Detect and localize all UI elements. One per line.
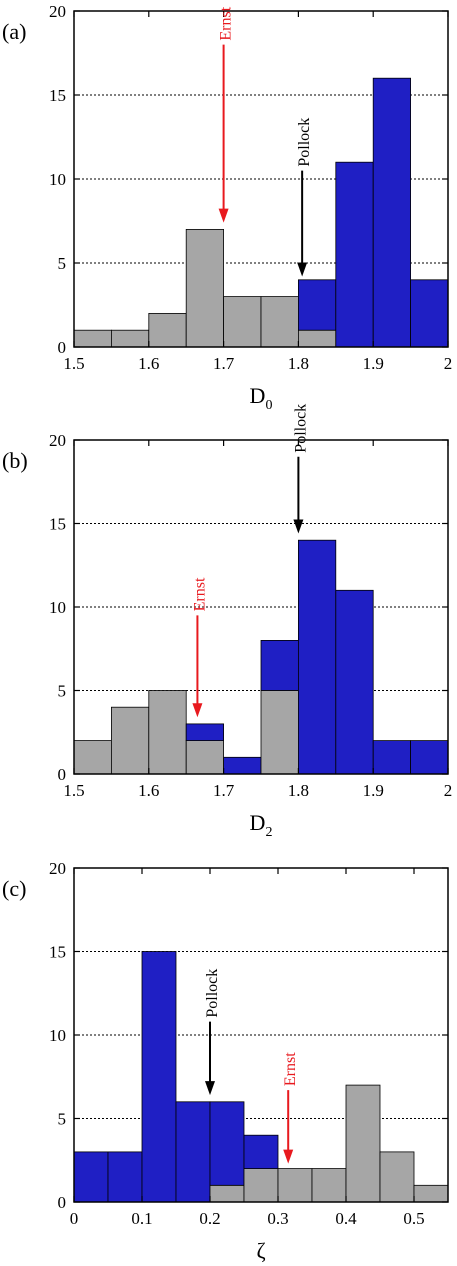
bar-blue [372, 77, 412, 348]
x-tick-label: 1.9 [363, 781, 384, 800]
y-tick-label: 10 [49, 170, 66, 189]
bar-gray [73, 329, 112, 348]
annotation-arrow-head [218, 208, 229, 223]
bar-gray [111, 329, 150, 348]
bar-gray [185, 740, 224, 775]
bar-gray [277, 1168, 313, 1203]
x-axis-label-text: D [250, 810, 266, 835]
bar-gray [297, 329, 337, 348]
annotation-label: Ernst [282, 1052, 299, 1086]
bar-blue [297, 279, 337, 331]
y-tick-label: 0 [58, 765, 67, 784]
bar-gray [73, 740, 112, 775]
x-tick-label: 1.5 [63, 781, 84, 800]
panel-label: (b) [2, 448, 28, 473]
bar-gray [223, 296, 262, 348]
x-axis-label-text: ζ [256, 1238, 265, 1263]
bar-gray [311, 1168, 347, 1203]
histogram-panel: 0 5 10 15 20 0 0.1 0.2 0.3 0.4 0.5 (c) ζ Pollock Ernst [2, 859, 449, 1263]
bar-blue [141, 951, 177, 1203]
bar-gray [260, 690, 299, 775]
y-tick-label: 5 [58, 682, 67, 701]
y-tick-label: 5 [58, 1110, 67, 1129]
annotation-label: Pollock [204, 969, 221, 1018]
x-tick-label: 1.7 [213, 781, 235, 800]
bar-blue [410, 740, 449, 775]
bar-blue [372, 740, 412, 775]
annotation-arrow-head [283, 1149, 294, 1164]
bar-blue [223, 756, 262, 775]
x-axis-label-subscript: 0 [265, 398, 272, 413]
x-tick-label: 1.6 [138, 781, 159, 800]
bar-gray [379, 1151, 415, 1203]
x-tick-label: 0.5 [403, 1209, 424, 1228]
annotation-arrow-head [205, 1081, 215, 1096]
bar-blue [410, 279, 449, 348]
bar-gray [260, 296, 299, 348]
x-tick-label: 2 [444, 354, 453, 373]
annotation-arrow-head [297, 262, 308, 277]
annotation-label: Ernst [191, 577, 208, 611]
y-tick-label: 20 [49, 431, 66, 450]
bar-gray [243, 1168, 279, 1203]
annotation-arrow-head [192, 703, 203, 718]
x-axis-label: ζ [256, 1238, 265, 1263]
bar-blue [107, 1151, 143, 1203]
x-tick-label: 1.8 [288, 354, 309, 373]
y-tick-label: 0 [58, 338, 67, 357]
bar-blue [209, 1101, 245, 1186]
bar-blue [335, 161, 374, 348]
y-tick-label: 5 [58, 254, 67, 273]
annotation-label: Pollock [296, 118, 313, 167]
x-tick-label: 0 [70, 1209, 79, 1228]
x-tick-label: 1.6 [138, 354, 159, 373]
x-tick-label: 0.3 [267, 1209, 288, 1228]
x-tick-label: 0.4 [335, 1209, 357, 1228]
bar-gray [345, 1084, 381, 1203]
panel-label: (a) [2, 19, 26, 44]
x-tick-label: 0.2 [199, 1209, 220, 1228]
x-axis-label-text: D [250, 383, 266, 408]
bar-blue [260, 640, 299, 691]
x-tick-label: 0.1 [131, 1209, 152, 1228]
x-axis-label: D0 [250, 383, 273, 413]
bar-blue [185, 723, 224, 742]
x-tick-label: 1.8 [288, 781, 309, 800]
x-tick-label: 1.9 [363, 354, 384, 373]
y-tick-label: 20 [49, 2, 66, 21]
annotation-label: Pollock [292, 404, 309, 453]
bar-blue [175, 1101, 211, 1203]
bar-blue [297, 539, 337, 775]
x-axis-label: D2 [250, 810, 273, 840]
x-tick-label: 1.5 [63, 354, 84, 373]
bar-blue [243, 1134, 279, 1169]
bar-gray [148, 690, 187, 775]
annotation-arrow-head [293, 519, 304, 534]
y-tick-label: 10 [49, 1026, 66, 1045]
panel-label: (c) [2, 876, 26, 901]
y-tick-label: 0 [58, 1193, 67, 1212]
bar-gray [111, 706, 150, 775]
y-tick-label: 15 [49, 515, 66, 534]
x-tick-label: 1.7 [213, 354, 235, 373]
bar-blue [335, 589, 374, 775]
y-tick-label: 10 [49, 598, 66, 617]
y-tick-label: 15 [49, 943, 66, 962]
bar-gray [185, 228, 224, 348]
bar-gray [209, 1184, 245, 1203]
x-tick-label: 2 [444, 781, 453, 800]
y-tick-label: 15 [49, 86, 66, 105]
x-axis-label-subscript: 2 [265, 825, 272, 840]
bar-gray [148, 312, 187, 348]
annotation-label: Ernst [218, 6, 235, 40]
bar-blue [73, 1151, 109, 1203]
bar-gray [413, 1184, 449, 1203]
y-tick-label: 20 [49, 859, 66, 878]
